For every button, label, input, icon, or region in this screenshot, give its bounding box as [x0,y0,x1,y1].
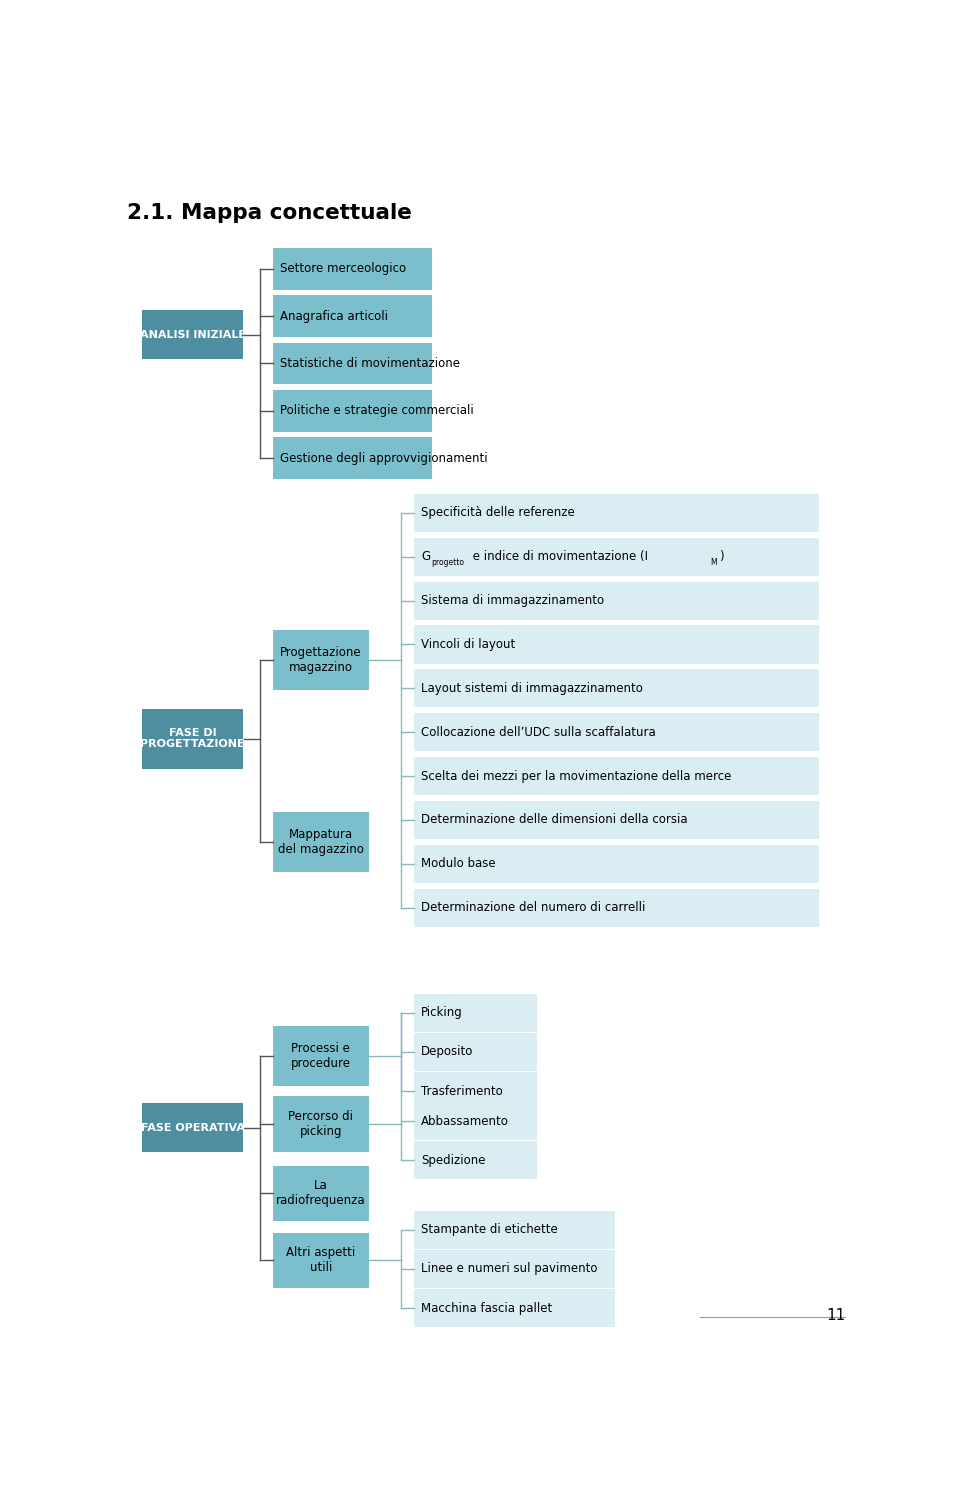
Text: 11: 11 [827,1307,846,1322]
Text: Settore merceologico: Settore merceologico [280,262,406,276]
Text: FASE OPERATIVA: FASE OPERATIVA [140,1123,245,1133]
Text: Abbassamento: Abbassamento [421,1115,509,1127]
FancyBboxPatch shape [273,1096,370,1151]
Text: Altri aspetti
utili: Altri aspetti utili [286,1246,355,1274]
Text: Scelta dei mezzi per la movimentazione della merce: Scelta dei mezzi per la movimentazione d… [421,769,732,782]
FancyBboxPatch shape [414,714,820,751]
Text: 2.1. Mappa concettuale: 2.1. Mappa concettuale [128,202,412,223]
Text: Percorso di
picking: Percorso di picking [288,1111,353,1138]
Text: Sistema di immagazzinamento: Sistema di immagazzinamento [421,594,605,607]
Text: Spedizione: Spedizione [421,1154,486,1166]
Text: G: G [421,550,430,564]
Text: Macchina fascia pallet: Macchina fascia pallet [421,1301,553,1315]
Text: e indice di movimentazione (I: e indice di movimentazione (I [468,550,648,564]
Text: Layout sistemi di immagazzinamento: Layout sistemi di immagazzinamento [421,682,643,696]
FancyBboxPatch shape [273,390,432,432]
Text: Processi e
procedure: Processi e procedure [291,1042,351,1070]
Text: FASE DI
PROGETTAZIONE: FASE DI PROGETTAZIONE [140,727,245,750]
FancyBboxPatch shape [414,1102,537,1141]
Text: Specificità delle referenze: Specificità delle referenze [421,507,575,519]
FancyBboxPatch shape [142,310,243,358]
FancyBboxPatch shape [414,1141,537,1180]
FancyBboxPatch shape [414,493,820,532]
Text: progetto: progetto [431,558,464,567]
FancyBboxPatch shape [142,1103,243,1151]
Text: La
radiofrequenza: La radiofrequenza [276,1180,366,1207]
FancyBboxPatch shape [414,800,820,839]
Text: ANALISI INIZIALE: ANALISI INIZIALE [139,330,246,340]
FancyBboxPatch shape [414,845,820,883]
FancyBboxPatch shape [142,709,243,769]
FancyBboxPatch shape [273,343,432,384]
Text: Politiche e strategie commerciali: Politiche e strategie commerciali [280,405,473,417]
FancyBboxPatch shape [273,438,432,478]
FancyBboxPatch shape [414,1033,537,1070]
Text: Collocazione dell’UDC sulla scaffalatura: Collocazione dell’UDC sulla scaffalatura [421,726,656,739]
FancyBboxPatch shape [414,625,820,664]
FancyBboxPatch shape [414,1072,537,1111]
Text: Determinazione delle dimensioni della corsia: Determinazione delle dimensioni della co… [421,814,688,826]
FancyBboxPatch shape [273,247,432,289]
Text: Statistiche di movimentazione: Statistiche di movimentazione [280,357,460,370]
FancyBboxPatch shape [273,1166,370,1222]
Text: Vincoli di layout: Vincoli di layout [421,639,516,651]
FancyBboxPatch shape [273,295,432,337]
Text: M: M [710,558,716,567]
Text: Anagrafica articoli: Anagrafica articoli [280,310,388,322]
FancyBboxPatch shape [414,1211,614,1249]
Text: Picking: Picking [421,1006,463,1019]
FancyBboxPatch shape [414,582,820,619]
Text: Deposito: Deposito [421,1045,473,1058]
FancyBboxPatch shape [273,1232,370,1288]
FancyBboxPatch shape [414,994,537,1031]
Text: Linee e numeri sul pavimento: Linee e numeri sul pavimento [421,1262,598,1276]
Text: Trasferimento: Trasferimento [421,1085,503,1097]
Text: ): ) [719,550,724,564]
FancyBboxPatch shape [414,669,820,708]
FancyBboxPatch shape [414,1250,614,1288]
Text: Progettazione
magazzino: Progettazione magazzino [280,646,362,675]
FancyBboxPatch shape [273,812,370,872]
FancyBboxPatch shape [414,889,820,926]
FancyBboxPatch shape [273,1025,370,1085]
Text: Gestione degli approvvigionamenti: Gestione degli approvvigionamenti [280,451,488,465]
Text: Determinazione del numero di carrelli: Determinazione del numero di carrelli [421,901,646,914]
FancyBboxPatch shape [414,538,820,576]
Text: Mappatura
del magazzino: Mappatura del magazzino [278,829,364,856]
FancyBboxPatch shape [414,757,820,794]
Text: Stampante di etichette: Stampante di etichette [421,1223,558,1237]
FancyBboxPatch shape [273,630,370,690]
FancyBboxPatch shape [414,1289,614,1327]
Text: Modulo base: Modulo base [421,857,496,871]
